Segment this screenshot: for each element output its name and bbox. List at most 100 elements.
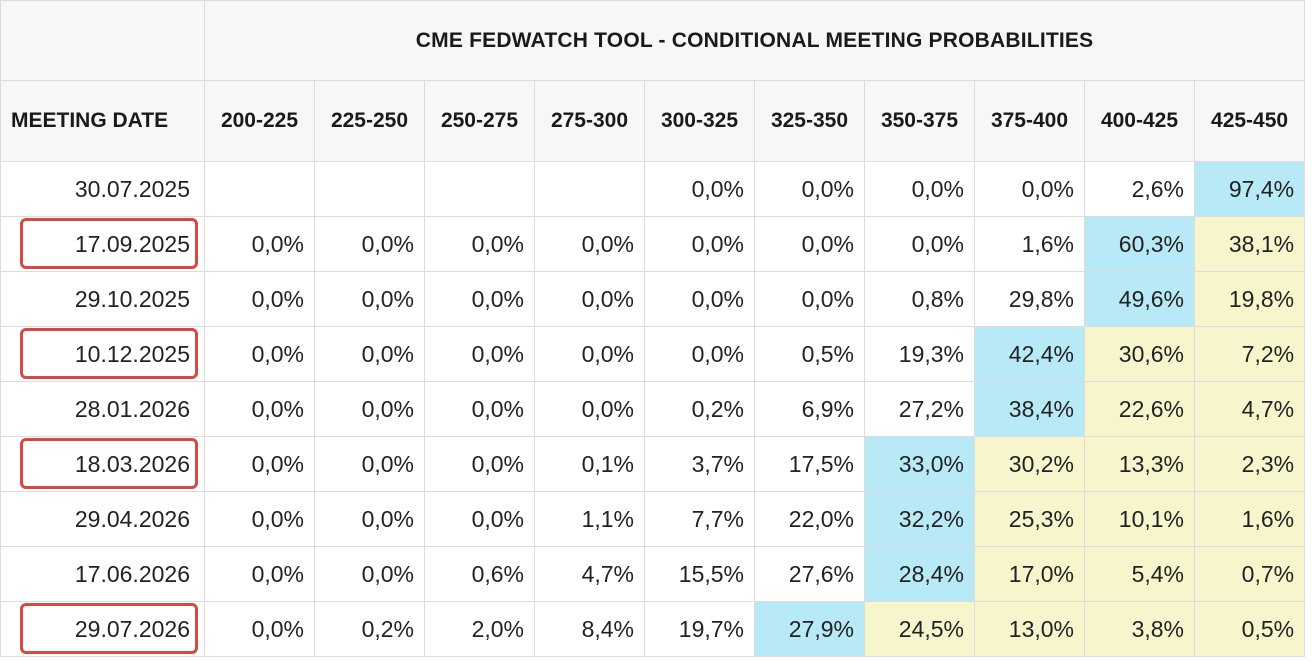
- probability-cell: 24,5%: [864, 601, 975, 657]
- table-row: 17.06.2026 0,0% 0,0% 0,6% 4,7% 15,5% 27,6% 28,4…: [0, 546, 1306, 602]
- probability-cell: 0,0%: [534, 326, 645, 382]
- column-header-250-275: 250-275: [424, 80, 535, 162]
- probability-cell: 0,0%: [424, 216, 535, 272]
- column-header-row: MEETING DATE 200-225 225-250 250-275 275-30…: [0, 80, 1306, 162]
- probability-cell: 17,0%: [974, 546, 1085, 602]
- probability-cell: [424, 161, 535, 217]
- probability-cell: 97,4%: [1193, 161, 1306, 217]
- probability-cell: 3,8%: [1084, 601, 1195, 657]
- table-row: 28.01.2026 0,0% 0,0% 0,0% 0,0% 0,2% 6,9% 27,2% 3…: [0, 381, 1306, 437]
- probability-cell: 27,2%: [864, 381, 975, 437]
- probability-cell: 30,6%: [1084, 326, 1195, 382]
- table-row: 17.09.2025 0,0% 0,0% 0,0% 0,0% 0,0% 0,0% 0,0% 1,…: [0, 216, 1306, 272]
- probability-cell: 0,0%: [644, 271, 755, 327]
- probability-cell: 0,0%: [204, 491, 315, 547]
- column-header-275-300: 275-300: [534, 80, 645, 162]
- probability-cell: 60,3%: [1084, 216, 1195, 272]
- probability-cell: 32,2%: [864, 491, 975, 547]
- column-header-225-250: 225-250: [314, 80, 425, 162]
- probability-cell: 30,2%: [974, 436, 1085, 492]
- table-row: 30.07.2025 0,0% 0,0% 0,0% 0,0% 2,6% 97,4%: [0, 161, 1306, 217]
- probability-cell: 0,0%: [424, 326, 535, 382]
- column-header-350-375: 350-375: [864, 80, 975, 162]
- probability-cell: 49,6%: [1084, 271, 1195, 327]
- probability-cell: 2,3%: [1193, 436, 1306, 492]
- meeting-date-cell: 17.09.2025: [0, 216, 205, 272]
- table-row: 29.04.2026 0,0% 0,0% 0,0% 1,1% 7,7% 22,0% 32,2%…: [0, 491, 1306, 547]
- probability-cell: 33,0%: [864, 436, 975, 492]
- probability-cell: 15,5%: [644, 546, 755, 602]
- probability-cell: 27,9%: [754, 601, 865, 657]
- title-row: CME FEDWATCH TOOL - CONDITIONAL MEETING …: [0, 0, 1306, 81]
- probability-cell: 22,6%: [1084, 381, 1195, 437]
- probability-cell: 28,4%: [864, 546, 975, 602]
- meeting-date-cell: 29.07.2026: [0, 601, 205, 657]
- probability-cell: 0,6%: [424, 546, 535, 602]
- probability-cell: 0,0%: [644, 161, 755, 217]
- probability-cell: 0,5%: [754, 326, 865, 382]
- table-row: 29.07.2026 0,0% 0,2% 2,0% 8,4% 19,7% 27,9% 24,5…: [0, 601, 1306, 657]
- meeting-date-cell: 29.04.2026: [0, 491, 205, 547]
- meeting-date-cell: 10.12.2025: [0, 326, 205, 382]
- probability-cell: [534, 161, 645, 217]
- probability-cell: 0,7%: [1193, 546, 1306, 602]
- table-row: 29.10.2025 0,0% 0,0% 0,0% 0,0% 0,0% 0,0% 0,8% 29…: [0, 271, 1306, 327]
- probability-cell: 0,0%: [314, 381, 425, 437]
- probability-cell: 7,2%: [1193, 326, 1306, 382]
- probability-cell: 0,0%: [644, 326, 755, 382]
- probability-cell: 0,2%: [314, 601, 425, 657]
- probability-cell: 1,6%: [974, 216, 1085, 272]
- probability-cell: 4,7%: [1193, 381, 1306, 437]
- probability-cell: 0,0%: [314, 491, 425, 547]
- probability-cell: 0,0%: [204, 326, 315, 382]
- probability-cell: 7,7%: [644, 491, 755, 547]
- probability-cell: 0,0%: [204, 436, 315, 492]
- probability-cell: 0,0%: [974, 161, 1085, 217]
- meeting-date-cell: 29.10.2025: [0, 271, 205, 327]
- column-header-325-350: 325-350: [754, 80, 865, 162]
- probability-cell: 0,0%: [754, 161, 865, 217]
- probability-cell: 0,0%: [424, 271, 535, 327]
- probability-cell: 0,0%: [864, 161, 975, 217]
- probability-cell: 1,1%: [534, 491, 645, 547]
- probability-cell: 42,4%: [974, 326, 1085, 382]
- probability-cell: 13,3%: [1084, 436, 1195, 492]
- probability-cell: 0,0%: [314, 546, 425, 602]
- table-title: CME FEDWATCH TOOL - CONDITIONAL MEETING …: [203, 0, 1306, 81]
- probability-cell: 0,0%: [644, 216, 755, 272]
- meeting-date-cell: 18.03.2026: [0, 436, 205, 492]
- probability-cell: 0,0%: [754, 216, 865, 272]
- probability-cell: 1,6%: [1193, 491, 1306, 547]
- meeting-date-header: MEETING DATE: [0, 80, 205, 162]
- probability-cell: 19,3%: [864, 326, 975, 382]
- meeting-date-cell: 30.07.2025: [0, 161, 205, 217]
- probability-cell: [204, 161, 315, 217]
- probability-cell: 0,0%: [424, 491, 535, 547]
- probability-cell: 0,0%: [314, 271, 425, 327]
- probability-cell: 0,0%: [424, 436, 535, 492]
- probability-cell: 6,9%: [754, 381, 865, 437]
- probability-cell: 0,2%: [644, 381, 755, 437]
- probability-cell: 27,6%: [754, 546, 865, 602]
- probability-cell: [314, 161, 425, 217]
- probability-cell: 13,0%: [974, 601, 1085, 657]
- probability-cell: 0,0%: [424, 381, 535, 437]
- column-header-375-400: 375-400: [974, 80, 1085, 162]
- probability-cell: 19,8%: [1193, 271, 1306, 327]
- table-row: 10.12.2025 0,0% 0,0% 0,0% 0,0% 0,0% 0,5% 19,3% 4…: [0, 326, 1306, 382]
- column-header-400-425: 400-425: [1084, 80, 1195, 162]
- probability-cell: 25,3%: [974, 491, 1085, 547]
- probability-cell: 0,0%: [314, 216, 425, 272]
- probability-cell: 38,1%: [1193, 216, 1306, 272]
- probability-cell: 17,5%: [754, 436, 865, 492]
- probability-cell: 0,0%: [204, 546, 315, 602]
- probability-cell: 22,0%: [754, 491, 865, 547]
- probability-cell: 38,4%: [974, 381, 1085, 437]
- probability-cell: 4,7%: [534, 546, 645, 602]
- probability-cell: 0,5%: [1193, 601, 1306, 657]
- probability-cell: 29,8%: [974, 271, 1085, 327]
- probability-cell: 19,7%: [644, 601, 755, 657]
- table-row: 18.03.2026 0,0% 0,0% 0,0% 0,1% 3,7% 17,5% 33,0%…: [0, 436, 1306, 492]
